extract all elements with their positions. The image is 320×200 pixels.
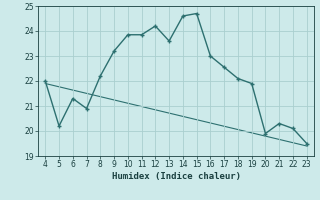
- X-axis label: Humidex (Indice chaleur): Humidex (Indice chaleur): [111, 172, 241, 181]
